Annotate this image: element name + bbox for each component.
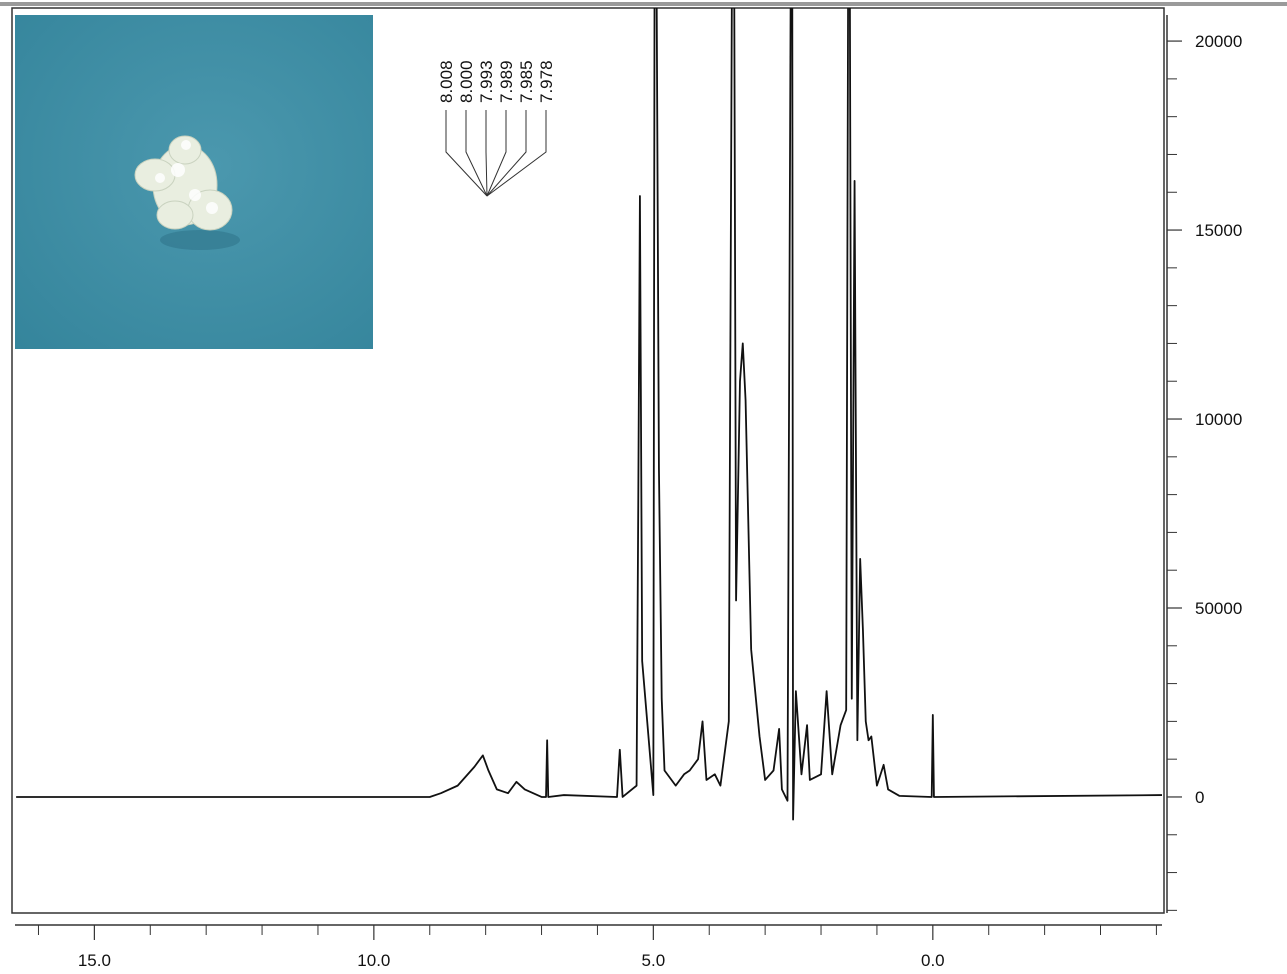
photo-object: [134, 135, 233, 231]
peak-label: 7.989: [497, 60, 516, 103]
y-tick-label: 15000: [1195, 221, 1242, 240]
peak-label: 7.978: [537, 60, 556, 103]
photo-highlights: [155, 140, 218, 214]
x-tick-label: 5.0: [642, 951, 666, 970]
y-tick-label: 0: [1195, 788, 1204, 807]
peak-connector: [445, 110, 488, 197]
y-tick-label: 10000: [1195, 410, 1242, 429]
spectrum-line: [16, 8, 1163, 821]
y-tick-label: 20000: [1195, 32, 1242, 51]
spectrum: [16, 8, 1163, 821]
peak-label: 7.993: [477, 60, 496, 103]
peak-connector: [486, 110, 527, 197]
peak-connector: [486, 110, 507, 197]
y-tick-label: 50000: [1195, 599, 1242, 618]
x-tick-label: 10.0: [357, 951, 390, 970]
peak-label: 8.008: [437, 60, 456, 103]
peak-label: 8.000: [457, 60, 476, 103]
plot-frame: [11, 7, 1165, 914]
photo-inset: [15, 15, 373, 349]
x-tick-label: 15.0: [78, 951, 111, 970]
photo-shadow: [160, 230, 240, 250]
peak-connector: [485, 110, 488, 197]
x-tick-label: 0.0: [921, 951, 945, 970]
peak-connector: [465, 110, 488, 197]
peak-label: 7.985: [517, 60, 536, 103]
peak-connector: [486, 110, 547, 197]
